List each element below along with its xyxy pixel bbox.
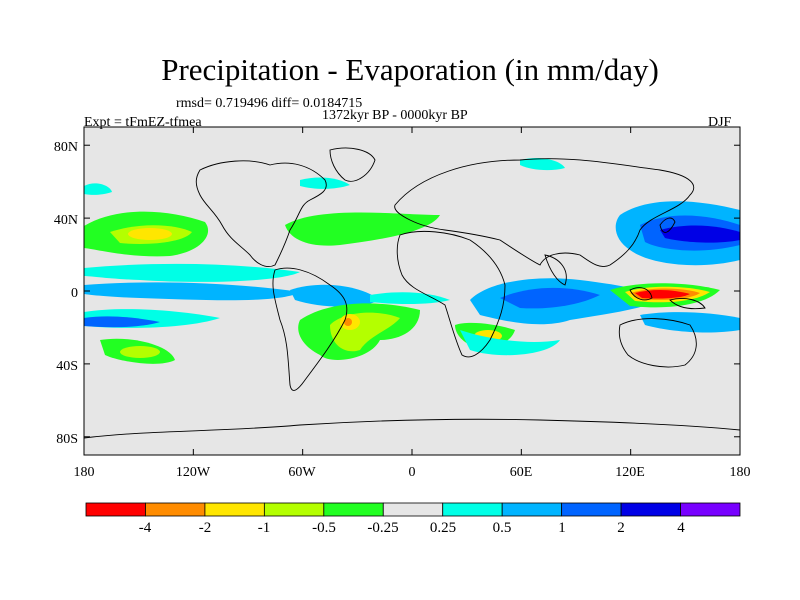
y-tick-label: 40N bbox=[53, 213, 78, 228]
field-trop-pacific-blue bbox=[84, 282, 300, 301]
coast-india bbox=[544, 254, 567, 286]
field-nw-pacific-peak bbox=[660, 225, 740, 243]
stats-line: rmsd= 0.719496 diff= 0.0184715 bbox=[176, 96, 363, 111]
experiment-label: Expt = tFmEZ-tfmea bbox=[84, 115, 202, 130]
colorbar-swatch bbox=[204, 502, 265, 517]
colorbar-label: 0.5 bbox=[492, 520, 512, 536]
chart-subtitle: 1372kyr BP - 0000kyr BP bbox=[322, 108, 468, 123]
x-tick-label: 180 bbox=[73, 465, 95, 480]
y-tick-label: 0 bbox=[71, 286, 78, 301]
y-tick-label: 80N bbox=[53, 140, 78, 155]
field-w-pacific-south bbox=[640, 312, 740, 333]
x-tick-label: 60W bbox=[288, 465, 316, 480]
axis-ticks bbox=[83, 127, 741, 455]
field-trop-pacific-north bbox=[84, 263, 300, 282]
colorbar-swatch bbox=[680, 502, 741, 517]
colorbar-swatch bbox=[85, 502, 146, 517]
x-tick-label: 60E bbox=[509, 465, 533, 480]
colorbar-swatch bbox=[442, 502, 503, 517]
colorbar-swatch bbox=[561, 502, 622, 517]
x-tick-label: 180 bbox=[729, 465, 751, 480]
field-eq-atlantic bbox=[370, 292, 450, 305]
colorbar-label: 0.25 bbox=[429, 520, 457, 536]
colorbar-swatch bbox=[323, 502, 384, 517]
field-indian-ocean-core bbox=[500, 287, 600, 309]
colorbar-label: 1 bbox=[558, 520, 566, 536]
y-tick-label: 80S bbox=[56, 432, 78, 447]
colorbar-swatch bbox=[620, 502, 681, 517]
chart-title: Precipitation - Evaporation (in mm/day) bbox=[161, 52, 659, 87]
x-tick-label: 120W bbox=[175, 465, 211, 480]
colorbar-label: 2 bbox=[617, 520, 625, 536]
colorbar-swatch bbox=[145, 502, 206, 517]
coast-australia bbox=[618, 318, 697, 368]
field-n-pacific-blue bbox=[84, 183, 112, 195]
coast-eurasia bbox=[394, 158, 695, 267]
field-s-america-wet bbox=[290, 284, 380, 307]
field-maritime-red bbox=[635, 290, 690, 299]
coast-antarctica bbox=[84, 418, 740, 439]
colorbar-label: -4 bbox=[138, 520, 152, 536]
field-s-atlantic-max bbox=[344, 318, 352, 326]
colorbar-label: -0.5 bbox=[312, 520, 336, 536]
season-label: DJF bbox=[708, 115, 732, 130]
x-tick-label: 120E bbox=[615, 465, 645, 480]
coast-north-america bbox=[195, 160, 327, 267]
coast-greenland bbox=[329, 147, 376, 182]
field-s-pacific-dry-core bbox=[120, 346, 160, 358]
colorbar-swatch bbox=[382, 502, 444, 517]
field-n-atlantic-cyan bbox=[300, 177, 350, 189]
colorbar bbox=[85, 502, 741, 517]
coast-africa bbox=[396, 230, 506, 358]
field-ne-pacific-peak bbox=[128, 228, 172, 240]
field-trop-pacific-south-blue bbox=[84, 316, 160, 328]
colorbar-label: -0.25 bbox=[367, 520, 399, 536]
field-siberia bbox=[520, 157, 565, 171]
coast-new-guinea bbox=[669, 297, 706, 310]
coastlines bbox=[84, 147, 740, 439]
y-tick-label: 40S bbox=[56, 359, 78, 374]
coast-borneo bbox=[629, 287, 653, 301]
colorbar-swatch bbox=[501, 502, 563, 517]
field-s-indian-ocean bbox=[460, 330, 560, 356]
colorbar-label: -1 bbox=[257, 520, 271, 536]
contour-fields bbox=[84, 157, 740, 364]
coast-japan bbox=[659, 217, 676, 233]
coast-south-america bbox=[272, 267, 348, 391]
colorbar-label: 4 bbox=[677, 520, 685, 536]
colorbar-label: -2 bbox=[198, 520, 212, 536]
field-n-atlantic bbox=[285, 212, 440, 246]
colorbar-swatch bbox=[263, 502, 325, 517]
x-tick-label: 0 bbox=[408, 465, 416, 480]
